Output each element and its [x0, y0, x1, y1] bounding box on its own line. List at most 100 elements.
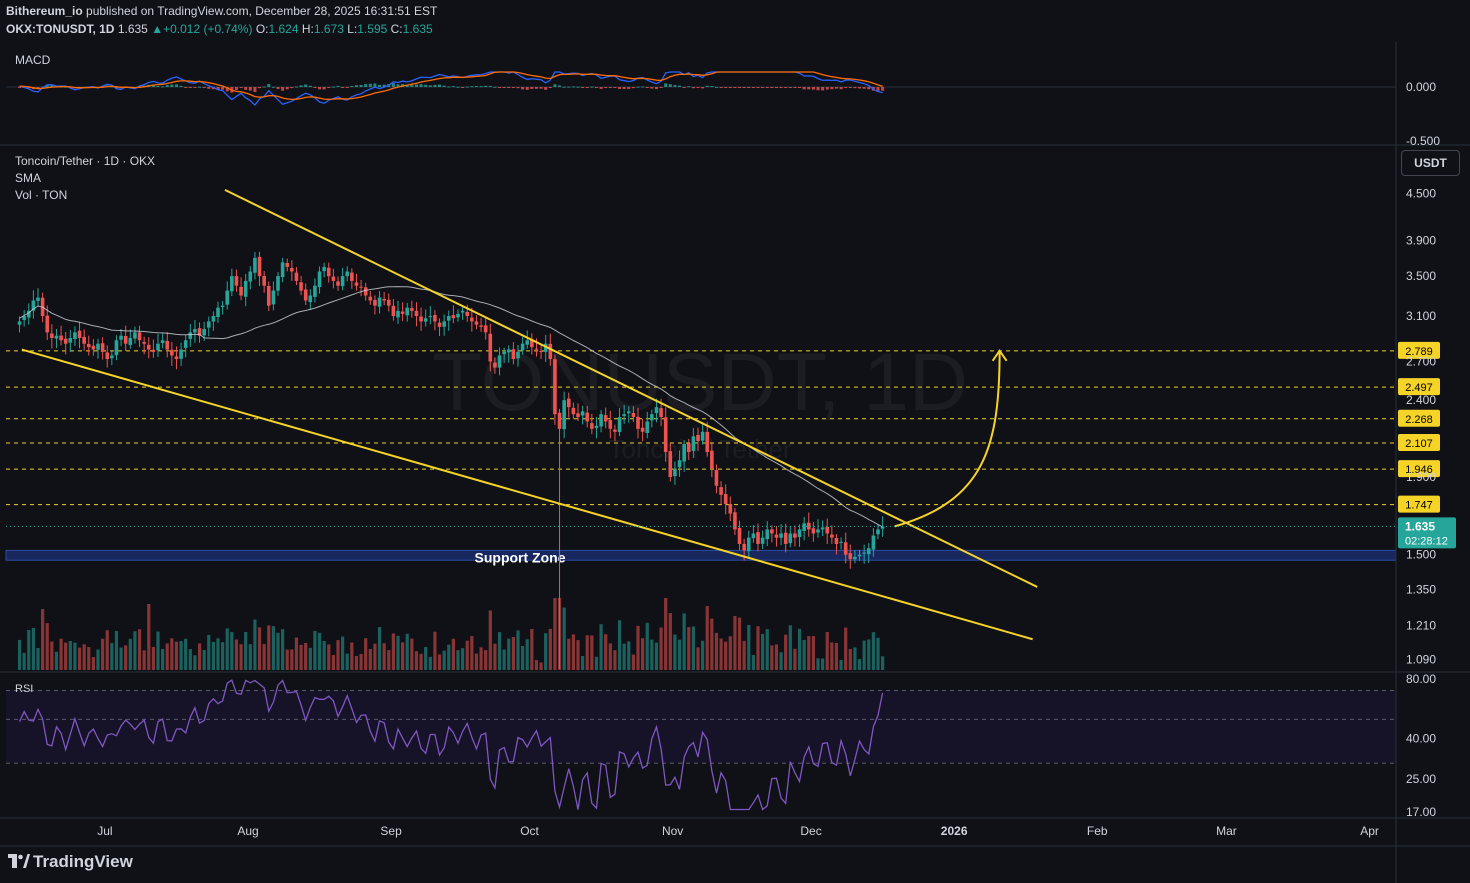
candle-body[interactable] [737, 527, 742, 544]
candle-body[interactable] [511, 349, 516, 360]
candle-body[interactable] [396, 310, 400, 318]
candle-body[interactable] [650, 414, 654, 421]
level-price-tag[interactable]: 2.268 [1398, 409, 1440, 427]
candle-body[interactable] [562, 400, 566, 430]
candle-body[interactable] [525, 340, 530, 345]
candle-body[interactable] [350, 272, 354, 281]
candle-body[interactable] [576, 413, 580, 418]
candle-body[interactable] [502, 351, 506, 355]
candle-body[interactable] [474, 321, 479, 325]
candle-body[interactable] [566, 398, 571, 408]
candle-body[interactable] [50, 333, 54, 338]
candle-body[interactable] [110, 355, 114, 359]
candle-body[interactable] [728, 503, 733, 514]
candle-body[interactable] [580, 411, 585, 416]
candle-body[interactable] [705, 431, 710, 453]
candle-body[interactable] [806, 522, 811, 530]
candle-body[interactable] [160, 340, 165, 343]
candle-body[interactable] [77, 330, 82, 338]
candle-body[interactable] [100, 343, 105, 352]
candle-body[interactable] [571, 407, 576, 415]
candle-body[interactable] [779, 533, 783, 538]
candle-body[interactable] [105, 352, 110, 360]
candle-body[interactable] [534, 348, 539, 350]
candle-body[interactable] [294, 272, 299, 281]
candle-body[interactable] [257, 256, 262, 277]
candle-body[interactable] [428, 316, 433, 318]
candle-body[interactable] [368, 296, 373, 301]
candle-body[interactable] [123, 335, 128, 344]
candle-body[interactable] [165, 340, 170, 350]
price-plot[interactable]: TONUSDT, 1D Toncoin / Tether Support Zone [5, 189, 1397, 670]
candle-body[interactable] [557, 412, 562, 429]
candle-body[interactable] [539, 351, 543, 353]
candle-body[interactable] [530, 339, 534, 348]
candle-body[interactable] [788, 533, 793, 544]
candle-body[interactable] [262, 275, 266, 286]
candle-body[interactable] [700, 431, 705, 441]
candle-body[interactable] [266, 286, 271, 306]
candle-body[interactable] [336, 281, 340, 286]
candle-body[interactable] [603, 415, 608, 422]
candle-body[interactable] [673, 468, 677, 477]
candle-body[interactable] [22, 316, 26, 321]
candle-body[interactable] [363, 287, 368, 296]
candle-body[interactable] [63, 338, 68, 344]
candle-body[interactable] [26, 310, 31, 318]
candle-body[interactable] [179, 349, 183, 359]
candle-body[interactable] [271, 290, 276, 305]
candle-body[interactable] [151, 349, 156, 352]
tradingview-logo[interactable]: TradingView [8, 852, 133, 872]
candle-body[interactable] [631, 412, 636, 418]
candle-body[interactable] [156, 343, 160, 351]
candle-body[interactable] [866, 548, 871, 555]
candle-body[interactable] [760, 537, 765, 544]
candle-body[interactable] [843, 542, 848, 555]
candle-body[interactable] [663, 417, 668, 453]
candle-body[interactable] [483, 325, 488, 333]
candle-body[interactable] [723, 494, 728, 505]
candle-body[interactable] [770, 529, 774, 534]
candle-body[interactable] [636, 416, 640, 429]
projection-arrow[interactable] [894, 350, 1001, 528]
candle-body[interactable] [783, 532, 788, 544]
candle-body[interactable] [73, 332, 77, 340]
candle-body[interactable] [797, 529, 802, 538]
candle-body[interactable] [174, 356, 179, 360]
candle-body[interactable] [220, 305, 225, 308]
candle-body[interactable] [68, 337, 73, 343]
candle-body[interactable] [17, 321, 22, 325]
candle-body[interactable] [756, 532, 760, 544]
candle-body[interactable] [617, 417, 622, 433]
candle-body[interactable] [285, 262, 290, 267]
candle-body[interactable] [86, 343, 91, 348]
candle-body[interactable] [36, 297, 40, 301]
candle-body[interactable] [451, 315, 456, 319]
candle-body[interactable] [520, 343, 525, 351]
candle-body[interactable] [303, 289, 308, 301]
candle-body[interactable] [802, 523, 806, 532]
candle-body[interactable] [719, 487, 723, 495]
candle-body[interactable] [354, 282, 359, 286]
candle-body[interactable] [742, 543, 746, 551]
candle-body[interactable] [857, 554, 862, 557]
candle-body[interactable] [746, 537, 751, 552]
candle-body[interactable] [446, 316, 451, 321]
candle-body[interactable] [322, 266, 326, 272]
level-price-tag[interactable]: 1.946 [1398, 460, 1440, 478]
candle-body[interactable] [751, 533, 756, 539]
candle-body[interactable] [493, 362, 497, 368]
candle-body[interactable] [114, 340, 119, 356]
candle-body[interactable] [811, 528, 816, 534]
level-price-tag[interactable]: 2.107 [1398, 434, 1440, 452]
candle-body[interactable] [626, 411, 631, 414]
candle-body[interactable] [423, 318, 428, 322]
volume-label[interactable]: Vol · TON [15, 188, 68, 202]
candle-body[interactable] [170, 349, 174, 356]
candle-body[interactable] [774, 534, 779, 538]
candle-body[interactable] [876, 529, 880, 535]
candle-body[interactable] [193, 329, 197, 333]
candle-body[interactable] [733, 512, 737, 530]
candle-body[interactable] [677, 460, 682, 468]
candle-body[interactable] [331, 276, 336, 281]
